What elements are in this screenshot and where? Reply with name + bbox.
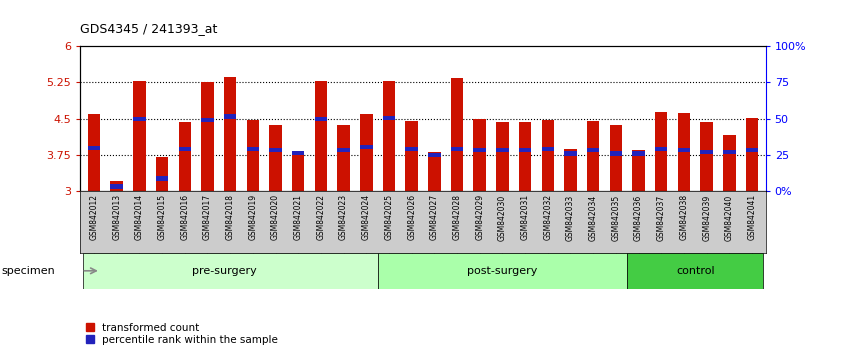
Bar bbox=[700, 149, 713, 154]
Text: GSM842039: GSM842039 bbox=[702, 194, 711, 240]
Text: pre-surgery: pre-surgery bbox=[192, 266, 257, 276]
Text: GSM842035: GSM842035 bbox=[612, 194, 620, 240]
Bar bbox=[88, 146, 100, 150]
Bar bbox=[360, 114, 372, 191]
Bar bbox=[541, 120, 554, 191]
Bar bbox=[292, 150, 305, 155]
Bar bbox=[564, 152, 577, 156]
Text: GSM842017: GSM842017 bbox=[203, 194, 212, 240]
Bar bbox=[360, 145, 372, 149]
Text: GSM842018: GSM842018 bbox=[226, 194, 234, 240]
Bar bbox=[382, 81, 395, 191]
Text: GSM842022: GSM842022 bbox=[316, 194, 326, 240]
Bar bbox=[179, 147, 191, 152]
Text: GSM842031: GSM842031 bbox=[520, 194, 530, 240]
Bar bbox=[587, 121, 600, 191]
Bar bbox=[269, 125, 282, 191]
Text: GSM842015: GSM842015 bbox=[157, 194, 167, 240]
Text: GSM842025: GSM842025 bbox=[384, 194, 393, 240]
Text: GSM842037: GSM842037 bbox=[656, 194, 666, 240]
Bar bbox=[451, 79, 464, 191]
Bar bbox=[201, 82, 214, 191]
Text: GDS4345 / 241393_at: GDS4345 / 241393_at bbox=[80, 22, 217, 35]
Bar bbox=[541, 147, 554, 151]
Bar bbox=[292, 151, 305, 191]
Bar bbox=[83, 253, 377, 289]
Text: GSM842019: GSM842019 bbox=[249, 194, 257, 240]
Text: GSM842033: GSM842033 bbox=[566, 194, 575, 240]
Bar bbox=[338, 148, 350, 153]
Bar bbox=[632, 152, 645, 156]
Bar bbox=[632, 150, 645, 191]
Bar bbox=[428, 153, 441, 191]
Bar bbox=[224, 78, 236, 191]
Bar bbox=[405, 147, 418, 152]
Bar bbox=[88, 114, 100, 191]
Bar bbox=[746, 118, 758, 191]
Text: GSM842023: GSM842023 bbox=[339, 194, 348, 240]
Bar bbox=[610, 125, 622, 191]
Bar bbox=[627, 253, 763, 289]
Bar bbox=[519, 148, 531, 153]
Bar bbox=[382, 116, 395, 120]
Text: GSM842021: GSM842021 bbox=[294, 194, 303, 240]
Bar bbox=[723, 135, 735, 191]
Bar bbox=[519, 122, 531, 191]
Legend: transformed count, percentile rank within the sample: transformed count, percentile rank withi… bbox=[81, 318, 283, 349]
Text: GSM842040: GSM842040 bbox=[725, 194, 733, 240]
Bar bbox=[474, 148, 486, 153]
Text: GSM842028: GSM842028 bbox=[453, 194, 462, 240]
Bar bbox=[111, 184, 123, 189]
Bar bbox=[133, 117, 146, 121]
Bar bbox=[377, 253, 627, 289]
Bar bbox=[315, 117, 327, 121]
Bar bbox=[246, 147, 259, 151]
Bar bbox=[179, 122, 191, 191]
Bar bbox=[496, 148, 508, 153]
Text: GSM842013: GSM842013 bbox=[113, 194, 121, 240]
Bar bbox=[156, 176, 168, 181]
Bar bbox=[246, 120, 259, 191]
Text: GSM842030: GSM842030 bbox=[498, 194, 507, 240]
Text: GSM842034: GSM842034 bbox=[589, 194, 597, 240]
Bar bbox=[405, 121, 418, 191]
Bar bbox=[474, 119, 486, 191]
Bar bbox=[587, 148, 600, 153]
Bar bbox=[723, 149, 735, 154]
Text: GSM842026: GSM842026 bbox=[407, 194, 416, 240]
Bar bbox=[700, 122, 713, 191]
Bar bbox=[315, 81, 327, 191]
Bar bbox=[201, 118, 214, 122]
Bar bbox=[655, 147, 667, 151]
Text: GSM842020: GSM842020 bbox=[271, 194, 280, 240]
Text: GSM842027: GSM842027 bbox=[430, 194, 439, 240]
Bar bbox=[678, 148, 690, 153]
Bar bbox=[564, 149, 577, 191]
Text: post-surgery: post-surgery bbox=[467, 266, 537, 276]
Text: GSM842016: GSM842016 bbox=[180, 194, 190, 240]
Bar bbox=[156, 157, 168, 191]
Bar bbox=[269, 148, 282, 153]
Bar bbox=[428, 153, 441, 157]
Text: GSM842038: GSM842038 bbox=[679, 194, 689, 240]
Bar bbox=[496, 122, 508, 191]
Text: GSM842024: GSM842024 bbox=[362, 194, 371, 240]
Bar bbox=[224, 114, 236, 119]
Bar bbox=[655, 112, 667, 191]
Bar bbox=[338, 125, 350, 191]
Text: control: control bbox=[676, 266, 715, 276]
Bar bbox=[451, 147, 464, 151]
Text: GSM842041: GSM842041 bbox=[748, 194, 756, 240]
Text: GSM842032: GSM842032 bbox=[543, 194, 552, 240]
Bar bbox=[678, 113, 690, 191]
Text: GSM842012: GSM842012 bbox=[90, 194, 98, 240]
Text: GSM842036: GSM842036 bbox=[634, 194, 643, 240]
Text: GSM842029: GSM842029 bbox=[475, 194, 484, 240]
Text: specimen: specimen bbox=[2, 266, 56, 276]
Bar bbox=[111, 181, 123, 191]
Bar bbox=[746, 148, 758, 153]
Bar bbox=[133, 81, 146, 191]
Bar bbox=[610, 152, 622, 156]
Text: GSM842014: GSM842014 bbox=[135, 194, 144, 240]
